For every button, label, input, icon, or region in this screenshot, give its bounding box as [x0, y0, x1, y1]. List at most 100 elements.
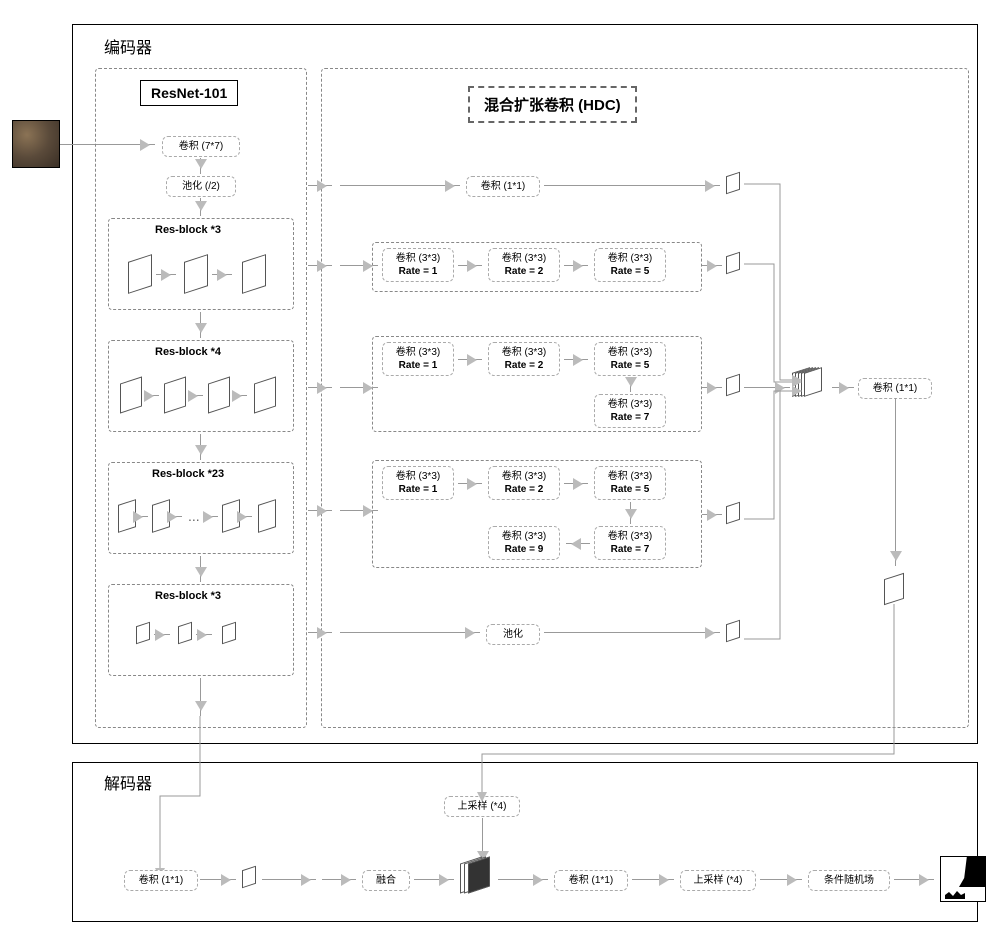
conv7-label: 卷积 (7*7): [169, 140, 233, 153]
arrow: [340, 387, 378, 388]
dec-crf: 条件随机场: [808, 870, 890, 891]
r: Rate = 7: [601, 411, 659, 424]
resnet-title: ResNet-101: [140, 80, 238, 106]
hdc-title: 混合扩张卷积 (HDC): [468, 86, 637, 123]
label: 卷积 (1*1): [131, 874, 191, 887]
arrow: [308, 387, 332, 388]
r: Rate = 7: [601, 543, 659, 556]
l: 卷积 (3*3): [495, 470, 553, 483]
b4-c5: 卷积 (3*3)Rate = 9: [488, 526, 560, 560]
ellipsis: ...: [188, 508, 200, 524]
arrow: [242, 516, 252, 517]
resblock4-label: Res-block *4: [155, 346, 221, 358]
arrow: [200, 434, 201, 460]
r: Rate = 1: [389, 265, 447, 278]
r: Rate = 2: [495, 265, 553, 278]
arrow: [414, 879, 454, 880]
tile: [258, 499, 276, 533]
arrow: [340, 510, 378, 511]
r: Rate = 5: [601, 483, 659, 496]
arrow: [630, 378, 631, 392]
b4-c1: 卷积 (3*3)Rate = 1: [382, 466, 454, 500]
arrow: [200, 556, 201, 582]
dec-fusion: 融合: [362, 870, 410, 891]
arrow: [340, 185, 460, 186]
arrow: [498, 879, 548, 880]
dec-conv11b: 卷积 (1*1): [554, 870, 628, 891]
label: 融合: [369, 874, 403, 887]
arrow: [200, 879, 236, 880]
encoder-label: 编码器: [104, 34, 152, 58]
arrow: [340, 632, 480, 633]
r: Rate = 9: [495, 543, 553, 556]
b2-c3: 卷积 (3*3)Rate = 5: [594, 248, 666, 282]
arrow: [208, 516, 218, 517]
arrow: [564, 359, 588, 360]
hdc-conv11: 卷积 (1*1): [466, 176, 540, 197]
l: 卷积 (3*3): [495, 252, 553, 265]
arrow: [458, 265, 482, 266]
b2-c1: 卷积 (3*3)Rate = 1: [382, 248, 454, 282]
arrow: [564, 483, 588, 484]
arrow: [308, 632, 332, 633]
l: 卷积 (3*3): [601, 346, 659, 359]
decoder-label: 解码器: [104, 770, 152, 794]
label: 卷积 (1*1): [561, 874, 621, 887]
label: 卷积 (1*1): [473, 180, 533, 193]
arrow: [189, 395, 203, 396]
arrow: [566, 543, 590, 544]
connector: [482, 604, 902, 804]
label: 条件随机场: [815, 874, 883, 887]
conv7-node: 卷积 (7*7): [162, 136, 240, 157]
l: 卷积 (3*3): [495, 530, 553, 543]
arrow: [760, 879, 802, 880]
label: 卷积 (1*1): [865, 382, 925, 395]
l: 卷积 (3*3): [495, 346, 553, 359]
pool-label: 池化 (/2): [173, 180, 229, 193]
connector: [740, 260, 800, 390]
arrow: [308, 265, 332, 266]
b4-c2: 卷积 (3*3)Rate = 2: [488, 466, 560, 500]
resblock23-label: Res-block *23: [152, 468, 224, 480]
b2-c2: 卷积 (3*3)Rate = 2: [488, 248, 560, 282]
arrow: [200, 312, 201, 338]
r: Rate = 5: [601, 359, 659, 372]
arrow: [138, 516, 148, 517]
l: 卷积 (3*3): [389, 346, 447, 359]
r: Rate = 1: [389, 483, 447, 496]
arrow: [832, 387, 854, 388]
arrow: [196, 634, 212, 635]
arrow: [322, 879, 356, 880]
b3-c4: 卷积 (3*3)Rate = 7: [594, 394, 666, 428]
arrow: [702, 265, 722, 266]
arrow: [564, 265, 588, 266]
arrow: [308, 185, 332, 186]
resblock3-label: Res-block *3: [155, 224, 221, 236]
arrow: [702, 387, 722, 388]
arrow: [233, 395, 247, 396]
arrow: [154, 634, 170, 635]
r: Rate = 2: [495, 483, 553, 496]
arrow: [544, 185, 720, 186]
b4-c4: 卷积 (3*3)Rate = 7: [594, 526, 666, 560]
l: 卷积 (3*3): [601, 398, 659, 411]
arrow: [200, 678, 201, 716]
resblock3b-label: Res-block *3: [155, 590, 221, 602]
arrow: [212, 274, 232, 275]
r: Rate = 2: [495, 359, 553, 372]
arrow: [458, 483, 482, 484]
b3-c3: 卷积 (3*3)Rate = 5: [594, 342, 666, 376]
arrow: [895, 398, 896, 566]
l: 卷积 (3*3): [389, 252, 447, 265]
arrow: [172, 516, 182, 517]
label: 上采样 (*4): [687, 874, 749, 887]
r: Rate = 1: [389, 359, 447, 372]
arrow: [702, 514, 722, 515]
connector: [160, 716, 204, 876]
arrow: [340, 265, 378, 266]
arrow: [200, 158, 201, 174]
arrow: [156, 274, 176, 275]
arrow: [632, 879, 674, 880]
l: 卷积 (3*3): [601, 470, 659, 483]
b4-c3: 卷积 (3*3)Rate = 5: [594, 466, 666, 500]
